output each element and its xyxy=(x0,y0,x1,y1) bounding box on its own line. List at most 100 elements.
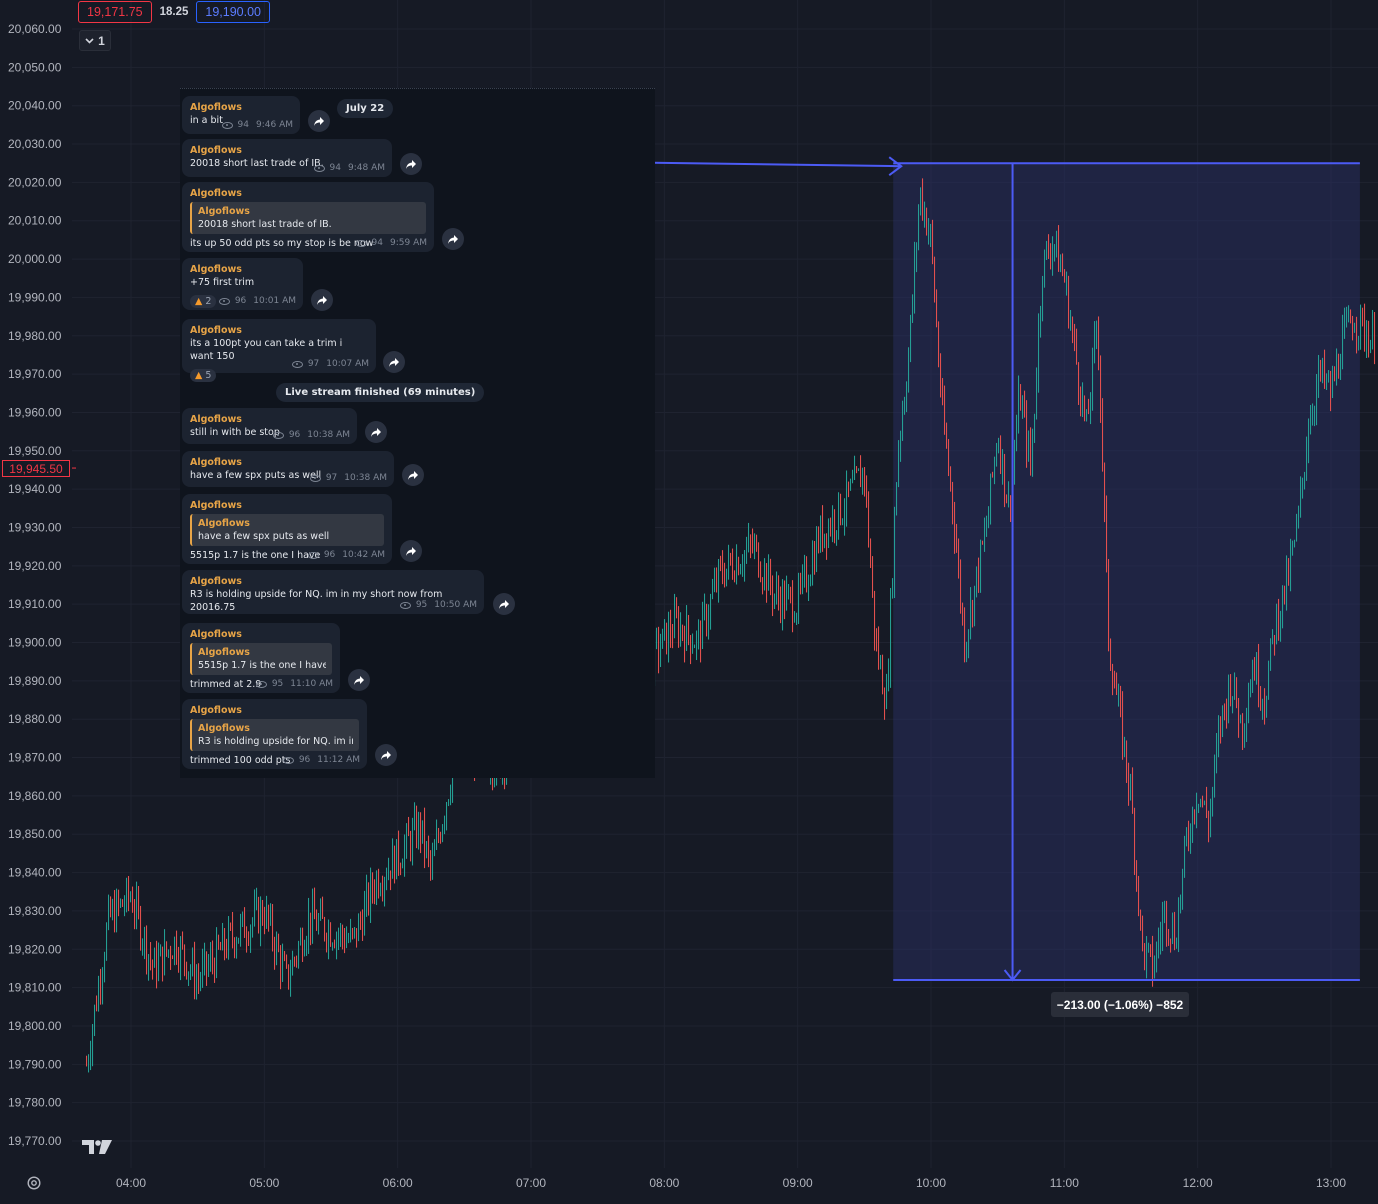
ask-price[interactable]: 19,190.00 xyxy=(196,1,270,23)
message-time: 10:38 AM xyxy=(344,473,387,483)
reply-quote[interactable]: Algoflows have a few spx puts as well xyxy=(190,514,384,546)
collapse-button[interactable]: 1 xyxy=(79,30,111,51)
message-meta: 96 10:01 AM xyxy=(218,296,296,306)
chat-overlay[interactable]: Algoflows in a bit 94 9:46 AM Algoflows 200… xyxy=(180,88,655,778)
message-time: 11:12 AM xyxy=(317,755,360,765)
forward-button[interactable] xyxy=(400,540,422,562)
y-tick-label: 20,050.00 xyxy=(8,60,62,74)
message-author: Algoflows xyxy=(190,629,242,640)
reply-quote[interactable]: Algoflows 5515p 1.7 is the one I have xyxy=(190,643,332,675)
message-author: Algoflows xyxy=(190,325,242,336)
tradingview-logo[interactable] xyxy=(82,1138,112,1156)
y-tick-label: 20,060.00 xyxy=(8,22,62,36)
y-tick-label: 19,970.00 xyxy=(8,367,62,381)
reply-text: 5515p 1.7 is the one I have xyxy=(198,660,326,671)
date-pill: July 22 xyxy=(337,99,394,118)
message-text: have a few spx puts as well xyxy=(190,470,322,481)
reply-text: have a few spx puts as well xyxy=(198,531,330,542)
message-author: Algoflows xyxy=(190,102,242,113)
chat-message[interactable]: Algoflows have a few spx puts as well 97 … xyxy=(182,451,394,487)
x-tick-label: 12:00 xyxy=(1183,1176,1213,1190)
message-author: Algoflows xyxy=(190,145,242,156)
x-tick-label: 07:00 xyxy=(516,1176,546,1190)
y-tick-label: 19,790.00 xyxy=(8,1057,62,1071)
bid-price[interactable]: 19,171.75 xyxy=(78,1,152,23)
message-text: its up 50 odd pts so my stop is be now xyxy=(190,238,374,249)
chat-message[interactable]: Algoflows +75 first trim ▲ 2 96 10:01 AM xyxy=(182,258,303,310)
y-tick-label: 19,870.00 xyxy=(8,751,62,765)
chat-message[interactable]: Algoflows R3 is holding upside for NQ. im… xyxy=(182,570,484,614)
forward-button[interactable] xyxy=(442,228,464,250)
view-count: 97 xyxy=(325,473,338,483)
x-tick-label: 05:00 xyxy=(249,1176,279,1190)
eye-icon xyxy=(399,601,411,609)
settings-icon[interactable] xyxy=(26,1175,42,1191)
fire-reaction[interactable]: ▲ 2 xyxy=(190,295,217,308)
y-tick-label: 19,950.00 xyxy=(8,444,62,458)
fire-icon: ▲ xyxy=(195,296,203,307)
forward-icon xyxy=(314,116,324,126)
message-author: Algoflows xyxy=(190,500,242,511)
eye-icon xyxy=(255,680,267,688)
measure-label: −213.00 (−1.06%) −852 xyxy=(1051,992,1189,1017)
y-tick-label: 19,880.00 xyxy=(8,712,62,726)
y-tick-label: 19,860.00 xyxy=(8,789,62,803)
forward-button[interactable] xyxy=(400,153,422,175)
forward-button[interactable] xyxy=(308,110,330,132)
chat-message[interactable]: Algoflows Algoflows 5515p 1.7 is the one… xyxy=(182,623,340,693)
live-stream-notice: Live stream finished (69 minutes) xyxy=(276,383,485,402)
reply-quote[interactable]: Algoflows R3 is holding upside for NQ. i… xyxy=(190,719,359,751)
eye-icon xyxy=(272,431,284,439)
chat-message[interactable]: Algoflows Algoflows R3 is holding upside… xyxy=(182,699,367,769)
reply-quote[interactable]: Algoflows 20018 short last trade of IB. xyxy=(190,202,426,234)
chat-message[interactable]: Algoflows Algoflows have a few spx puts … xyxy=(182,494,392,564)
forward-icon xyxy=(354,675,364,685)
forward-button[interactable] xyxy=(365,421,387,443)
x-tick-label: 11:00 xyxy=(1050,1176,1079,1190)
y-tick-label: 19,980.00 xyxy=(8,329,62,343)
chat-message[interactable]: Algoflows in a bit 94 9:46 AM xyxy=(182,96,300,134)
chat-message[interactable]: Algoflows 20018 short last trade of IB. 9… xyxy=(182,139,392,177)
forward-icon xyxy=(499,599,509,609)
price-axis[interactable]: 20,060.00 20,050.00 20,040.00 20,030.00 20,0… xyxy=(8,22,62,1148)
forward-button[interactable] xyxy=(383,351,405,373)
y-tick-label: 20,010.00 xyxy=(8,214,62,228)
forward-button[interactable] xyxy=(311,289,333,311)
forward-button[interactable] xyxy=(375,744,397,766)
annotation-arrowhead xyxy=(888,156,903,177)
measure-box xyxy=(893,163,1360,980)
y-tick-label: 19,910.00 xyxy=(8,597,62,611)
view-count: 97 xyxy=(307,359,320,369)
reply-author: Algoflows xyxy=(198,647,250,658)
view-count: 96 xyxy=(323,550,336,560)
eye-icon xyxy=(282,756,294,764)
y-tick-label: 19,810.00 xyxy=(8,981,62,995)
eye-icon xyxy=(291,360,303,368)
message-time: 9:48 AM xyxy=(348,163,385,173)
forward-button[interactable] xyxy=(348,669,370,691)
forward-icon xyxy=(381,750,391,760)
message-time: 10:07 AM xyxy=(326,359,369,369)
forward-icon xyxy=(406,546,416,556)
y-tick-label: 20,000.00 xyxy=(8,252,62,266)
view-count: 95 xyxy=(415,600,428,610)
view-count: 96 xyxy=(288,430,301,440)
message-time: 10:01 AM xyxy=(253,296,296,306)
reply-text: 20018 short last trade of IB. xyxy=(198,219,332,230)
y-tick-label: 19,820.00 xyxy=(8,942,62,956)
forward-button[interactable] xyxy=(402,464,424,486)
time-axis[interactable]: 04:00 05:00 06:00 07:00 08:00 09:00 10:00 11:00… xyxy=(116,1176,1346,1190)
message-text: +75 first trim xyxy=(190,277,255,288)
chat-message[interactable]: Algoflows still in with be stop 96 10:38 … xyxy=(182,408,357,444)
forward-button[interactable] xyxy=(493,593,515,615)
message-time: 10:42 AM xyxy=(342,550,385,560)
message-time: 9:46 AM xyxy=(256,120,293,130)
reply-text: R3 is holding upside for NQ. im in ... xyxy=(198,736,353,747)
chat-message[interactable]: Algoflows its a 100pt you can take a trim… xyxy=(182,319,376,382)
chat-message[interactable]: Algoflows Algoflows 20018 short last tra… xyxy=(182,182,434,252)
view-count: 96 xyxy=(298,755,311,765)
message-meta: 95 11:10 AM xyxy=(255,679,333,689)
y-tick-label: 19,830.00 xyxy=(8,904,62,918)
fire-reaction[interactable]: ▲ 5 xyxy=(190,369,217,382)
